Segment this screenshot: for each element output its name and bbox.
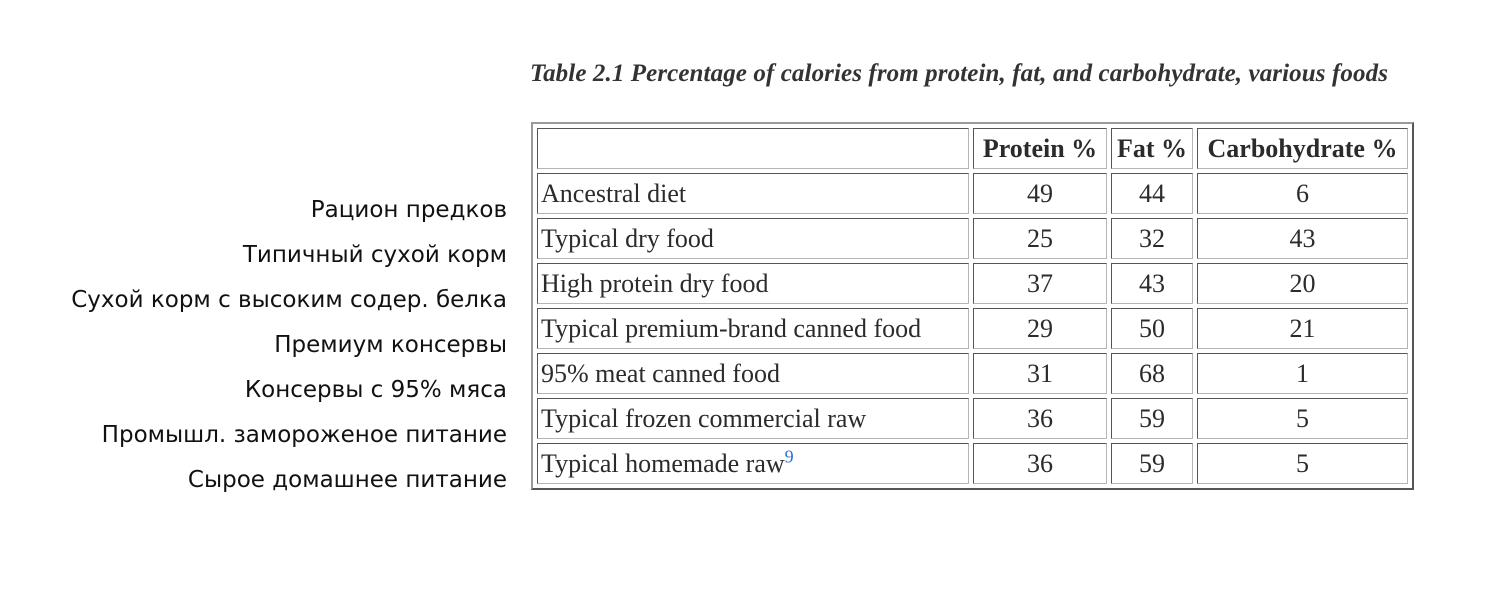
food-name-text: Typical premium-brand canned food bbox=[541, 313, 922, 343]
ru-label-frozen-raw: Промышл. замороженое питание bbox=[101, 422, 507, 448]
nutrition-table: Protein % Fat % Carbohydrate % Ancestral… bbox=[531, 122, 1414, 490]
fat-cell: 32 bbox=[1111, 218, 1193, 259]
carb-cell: 6 bbox=[1197, 173, 1408, 214]
protein-cell: 37 bbox=[973, 263, 1107, 304]
food-name-text: Typical dry food bbox=[541, 223, 714, 253]
food-name: 95% meat canned food bbox=[537, 353, 969, 394]
ru-label-dry: Типичный сухой корм bbox=[242, 242, 507, 268]
table-row: Ancestral diet 49 44 6 bbox=[537, 173, 1408, 214]
ru-label-high-protein: Сухой корм с высоким содер. белка bbox=[71, 287, 507, 313]
food-name-text: Typical homemade raw bbox=[541, 448, 785, 478]
header-food bbox=[537, 128, 969, 169]
ru-label-ancestral: Рацион предков bbox=[310, 197, 507, 223]
protein-cell: 31 bbox=[973, 353, 1107, 394]
table-header-row: Protein % Fat % Carbohydrate % bbox=[537, 128, 1408, 169]
table-row: Typical premium-brand canned food 29 50 … bbox=[537, 308, 1408, 349]
food-name-text: Ancestral diet bbox=[541, 178, 687, 208]
ru-label-meat-canned: Консервы с 95% мяса bbox=[244, 377, 507, 403]
header-carbohydrate: Carbohydrate % bbox=[1197, 128, 1408, 169]
carb-cell: 1 bbox=[1197, 353, 1408, 394]
ru-label-homemade-raw: Сырое домашнее питание bbox=[187, 467, 507, 493]
protein-cell: 29 bbox=[973, 308, 1107, 349]
food-name: Typical dry food bbox=[537, 218, 969, 259]
food-name-text: High protein dry food bbox=[541, 268, 769, 298]
food-name: High protein dry food bbox=[537, 263, 969, 304]
protein-cell: 49 bbox=[973, 173, 1107, 214]
header-fat: Fat % bbox=[1111, 128, 1193, 169]
fat-cell: 59 bbox=[1111, 398, 1193, 439]
protein-cell: 36 bbox=[973, 398, 1107, 439]
protein-cell: 36 bbox=[973, 443, 1107, 484]
table-row: Typical dry food 25 32 43 bbox=[537, 218, 1408, 259]
carb-cell: 21 bbox=[1197, 308, 1408, 349]
header-protein: Protein % bbox=[973, 128, 1107, 169]
protein-cell: 25 bbox=[973, 218, 1107, 259]
food-name-text: Typical frozen commercial raw bbox=[541, 403, 867, 433]
fat-cell: 59 bbox=[1111, 443, 1193, 484]
food-name-text: 95% meat canned food bbox=[541, 358, 780, 388]
food-name: Typical premium-brand canned food bbox=[537, 308, 969, 349]
table-row: High protein dry food 37 43 20 bbox=[537, 263, 1408, 304]
table-row: Typical homemade raw9 36 59 5 bbox=[537, 443, 1408, 484]
table-caption: Table 2.1 Percentage of calories from pr… bbox=[530, 60, 1389, 87]
food-name: Typical frozen commercial raw bbox=[537, 398, 969, 439]
footnote-link[interactable]: 9 bbox=[784, 445, 794, 466]
food-name: Typical homemade raw9 bbox=[537, 443, 969, 484]
fat-cell: 43 bbox=[1111, 263, 1193, 304]
food-name: Ancestral diet bbox=[537, 173, 969, 214]
carb-cell: 20 bbox=[1197, 263, 1408, 304]
carb-cell: 5 bbox=[1197, 398, 1408, 439]
table-row: 95% meat canned food 31 68 1 bbox=[537, 353, 1408, 394]
fat-cell: 50 bbox=[1111, 308, 1193, 349]
ru-label-premium-canned: Премиум консервы bbox=[274, 332, 507, 358]
fat-cell: 44 bbox=[1111, 173, 1193, 214]
fat-cell: 68 bbox=[1111, 353, 1193, 394]
carb-cell: 5 bbox=[1197, 443, 1408, 484]
carb-cell: 43 bbox=[1197, 218, 1408, 259]
table-row: Typical frozen commercial raw 36 59 5 bbox=[537, 398, 1408, 439]
